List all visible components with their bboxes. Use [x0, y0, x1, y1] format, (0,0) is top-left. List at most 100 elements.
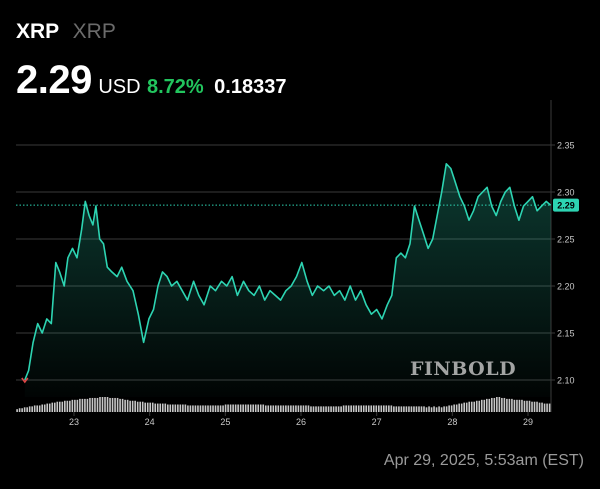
volume-bar: [460, 403, 463, 412]
volume-bar: [247, 404, 249, 412]
x-tick-label: 28: [447, 417, 457, 427]
x-tick-label: 24: [145, 417, 155, 427]
price-chart: 2.29 2.10 2.15 2.20 2.25 2.30 2.35 23 24 25 26 27…: [0, 100, 600, 435]
volume-bar: [167, 404, 169, 412]
volume-bar: [310, 406, 312, 412]
x-tick-label: 29: [523, 417, 533, 427]
volume-bar: [124, 399, 126, 412]
volume-bar: [121, 398, 124, 412]
volume-bar: [136, 401, 139, 412]
volume-bar: [518, 399, 521, 412]
volume-bar: [214, 405, 217, 412]
volume-bar: [202, 405, 204, 412]
volume-bar: [337, 406, 340, 412]
volume-bar: [79, 398, 81, 412]
y-tick-label: 2.15: [557, 329, 575, 339]
volume-bar: [465, 402, 468, 412]
volume-bar: [297, 405, 300, 412]
volume-bar: [453, 404, 455, 412]
volume-bar: [267, 405, 270, 412]
volume-bar: [18, 408, 21, 412]
volume-bar: [322, 406, 325, 412]
volume-bar: [408, 406, 410, 412]
volume-bar: [71, 399, 74, 412]
volume-bar: [355, 405, 357, 412]
volume-bar: [473, 401, 476, 412]
volume-bar: [131, 400, 134, 412]
volume-bar: [531, 401, 533, 412]
volume-bar: [111, 397, 114, 412]
volume-bar: [272, 405, 275, 412]
volume-bar: [194, 405, 197, 412]
volume-bar: [285, 405, 287, 412]
volume-bar: [26, 407, 28, 412]
volume-bar: [234, 404, 237, 412]
volume-bar: [435, 407, 438, 412]
volume-bar: [475, 400, 478, 412]
chart-svg: 2.29 2.10 2.15 2.20 2.25 2.30 2.35 23 24 25 26 27…: [16, 100, 579, 427]
volume-bar: [249, 404, 252, 412]
volume-bar: [528, 400, 531, 412]
volume-bar: [380, 405, 383, 412]
volume-bar: [430, 407, 433, 412]
volume-bar: [154, 403, 157, 412]
volume-bar: [385, 405, 388, 412]
price-header: XRP XRP 2.29 USD 8.72% 0.18337: [16, 0, 586, 110]
volume-bar: [31, 406, 33, 412]
volume-bar: [252, 404, 255, 412]
volume-bar: [164, 403, 167, 412]
volume-bar: [398, 406, 400, 412]
volume-bar: [262, 404, 265, 412]
volume-bar: [242, 404, 244, 412]
volume-bar: [144, 402, 147, 412]
volume-bar: [423, 406, 425, 412]
volume-bar: [506, 398, 508, 412]
volume-bar: [237, 404, 239, 412]
volume-bar: [516, 399, 518, 412]
volume-bar: [332, 406, 335, 412]
volume-bar: [282, 405, 285, 412]
volume-bar: [179, 404, 182, 412]
x-tick-label: 26: [296, 417, 306, 427]
volume-bar: [420, 406, 423, 412]
volume-bar: [548, 403, 551, 412]
volume-bar: [172, 404, 174, 412]
volume-bar: [478, 400, 481, 412]
volume-bar: [222, 405, 224, 412]
volume-bar: [227, 404, 229, 412]
volume-bar: [287, 405, 290, 412]
volume-bar: [400, 406, 403, 412]
volume-bar: [46, 403, 49, 412]
volume-bar: [533, 401, 536, 412]
volume-bar: [129, 400, 131, 412]
volume-bar: [470, 401, 473, 412]
volume-bar: [372, 405, 375, 412]
volume-bar: [177, 404, 179, 412]
volume-bar: [362, 405, 365, 412]
volume-bar: [342, 405, 345, 412]
volume-bar: [335, 406, 337, 412]
volume-bar: [485, 398, 488, 412]
volume-bar: [480, 399, 483, 412]
volume-bar: [538, 402, 541, 412]
volume-bar: [496, 397, 498, 412]
volume-bar: [357, 405, 360, 412]
volume-bar: [106, 397, 109, 412]
volume-bar: [264, 405, 267, 412]
volume-bar: [300, 405, 302, 412]
volume-bar: [269, 405, 272, 412]
volume-bar: [395, 406, 398, 412]
volume-bar: [28, 406, 31, 412]
volume-bar: [189, 405, 192, 412]
finbold-watermark: FINBOLD: [410, 358, 517, 380]
volume-bar: [116, 397, 119, 412]
volume-bar: [126, 399, 129, 412]
asset-name: XRP: [72, 20, 116, 43]
volume-bar: [109, 397, 111, 412]
volume-bar: [51, 402, 54, 412]
volume-bar: [48, 403, 51, 412]
volume-bar: [370, 405, 373, 412]
volume-bar: [16, 409, 18, 412]
volume-bar: [543, 403, 546, 412]
volume-bar: [383, 405, 385, 412]
